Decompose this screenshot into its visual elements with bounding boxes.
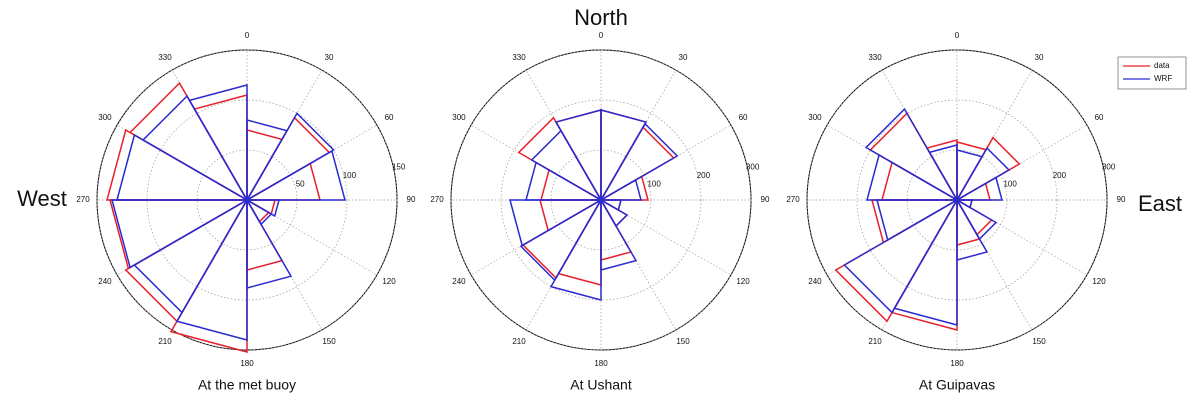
angle-label: 90	[407, 195, 416, 204]
angle-label: 120	[736, 277, 750, 286]
angle-label: 270	[430, 195, 444, 204]
radial-tick-label: 150	[392, 162, 406, 171]
angle-label: 30	[325, 53, 334, 62]
angle-label: 330	[158, 53, 172, 62]
angle-label: 240	[808, 277, 822, 286]
angle-label: 300	[452, 113, 466, 122]
radial-tick-label: 100	[1003, 180, 1017, 189]
angle-label: 330	[512, 53, 526, 62]
legend-label: WRF	[1154, 74, 1172, 83]
angle-label: 0	[955, 31, 960, 40]
angle-label: 180	[950, 359, 964, 368]
angle-label: 150	[676, 337, 690, 346]
north-label: North	[574, 5, 628, 30]
legend-label: data	[1154, 61, 1170, 70]
radial-tick-label: 200	[1053, 171, 1067, 180]
rose-wedge	[124, 197, 250, 323]
east-label: East	[1138, 191, 1182, 216]
angle-label: 180	[240, 359, 254, 368]
angle-label: 210	[158, 337, 172, 346]
radial-tick-label: 200	[697, 171, 711, 180]
angle-label: 270	[786, 195, 800, 204]
rose-wedge	[188, 84, 248, 203]
angle-label: 240	[98, 277, 112, 286]
rose-wedge	[928, 144, 958, 203]
angle-label: 210	[512, 337, 526, 346]
radial-grid	[450, 49, 752, 351]
angle-label: 90	[1117, 195, 1126, 204]
angle-label: 60	[1095, 113, 1104, 122]
radial-tick-label: 100	[647, 180, 661, 189]
chart-title: At Guipavas	[919, 377, 995, 393]
angle-label: 300	[808, 113, 822, 122]
angle-label: 30	[1035, 53, 1044, 62]
legend-box	[1117, 56, 1187, 90]
angle-label: 150	[322, 337, 336, 346]
angle-label: 150	[1032, 337, 1046, 346]
chart-title: At Ushant	[570, 377, 632, 393]
radial-grid	[806, 49, 1108, 351]
radial-tick-label: 100	[343, 171, 357, 180]
angle-label: 60	[739, 113, 748, 122]
angle-label: 120	[382, 277, 396, 286]
angle-label: 0	[245, 31, 250, 40]
angle-label: 120	[1092, 277, 1106, 286]
radial-grid	[500, 99, 702, 301]
rose-wedge	[954, 146, 1011, 203]
radial-grid	[856, 99, 1058, 301]
angle-label: 330	[868, 53, 882, 62]
rose-wedge	[598, 122, 679, 203]
rose-wedge	[864, 107, 960, 203]
chart-title: At the met buoy	[198, 377, 296, 393]
angle-label: 0	[599, 31, 604, 40]
rose-wedge	[141, 94, 250, 203]
angle-label: 180	[594, 359, 608, 368]
rose-wedge	[554, 109, 602, 203]
angle-label: 90	[761, 195, 770, 204]
angle-label: 240	[452, 277, 466, 286]
rose-wedge	[834, 197, 960, 323]
radial-tick-label: 300	[746, 162, 760, 171]
west-label: West	[17, 186, 67, 211]
angle-label: 60	[385, 113, 394, 122]
angle-label: 300	[98, 113, 112, 122]
rose-wedge	[128, 81, 250, 203]
radial-tick-label: 50	[296, 180, 305, 189]
rose-wedge	[954, 176, 1003, 201]
angle-label: 30	[679, 53, 688, 62]
angle-label: 270	[76, 195, 90, 204]
rose-wedge	[244, 149, 346, 201]
angle-label: 210	[868, 337, 882, 346]
radial-tick-label: 300	[1102, 162, 1116, 171]
